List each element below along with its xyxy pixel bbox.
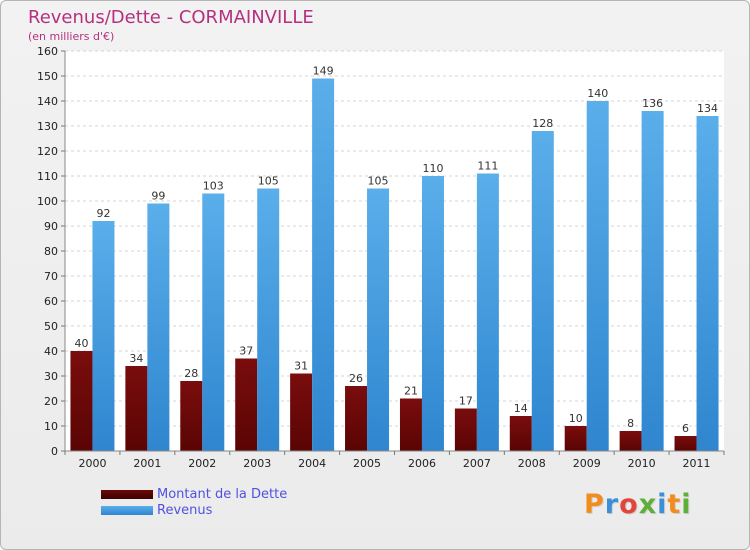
y-tick-label: 140 bbox=[37, 95, 58, 108]
data-label-revenue: 128 bbox=[532, 117, 553, 130]
x-tick-label: 2009 bbox=[573, 457, 601, 470]
y-tick-label: 10 bbox=[44, 420, 58, 433]
y-tick-label: 0 bbox=[51, 445, 58, 458]
data-label-revenue: 140 bbox=[587, 87, 608, 100]
grid-lines bbox=[65, 50, 724, 452]
bar-revenue-2004 bbox=[312, 78, 335, 451]
x-tick-label: 2001 bbox=[133, 457, 161, 470]
bar-revenue-2000 bbox=[92, 221, 115, 451]
data-label-debt: 40 bbox=[74, 337, 88, 350]
legend-label-revenue: Revenus bbox=[157, 503, 213, 518]
bar-revenue-2007 bbox=[476, 173, 499, 451]
y-tick-label: 80 bbox=[44, 245, 58, 258]
bar-revenue-2005 bbox=[367, 188, 390, 451]
bar-debt-2005 bbox=[345, 386, 368, 451]
data-label-revenue: 110 bbox=[422, 162, 443, 175]
bar-debt-2000 bbox=[70, 351, 93, 451]
bar-revenue-2002 bbox=[202, 193, 225, 451]
y-tick-label: 20 bbox=[44, 395, 58, 408]
bar-debt-2007 bbox=[454, 408, 477, 451]
data-label-revenue: 134 bbox=[697, 102, 718, 115]
bar-revenue-2001 bbox=[147, 203, 170, 451]
bar-debt-2011 bbox=[674, 436, 697, 451]
data-label-revenue: 105 bbox=[258, 175, 279, 188]
data-label-revenue: 105 bbox=[368, 175, 389, 188]
logo-letter: r bbox=[604, 489, 620, 520]
y-tick-label: 130 bbox=[37, 120, 58, 133]
chart-subtitle: (en milliers d'€) bbox=[28, 30, 115, 43]
data-label-debt: 10 bbox=[569, 412, 583, 425]
bar-revenue-2006 bbox=[421, 176, 444, 451]
y-tick-label: 40 bbox=[44, 345, 58, 358]
bar-debt-2009 bbox=[564, 426, 587, 451]
data-label-debt: 6 bbox=[682, 422, 689, 435]
bar-revenue-2008 bbox=[531, 131, 554, 451]
logo-letter: t bbox=[667, 489, 682, 520]
data-label-debt: 26 bbox=[349, 372, 363, 385]
data-label-debt: 37 bbox=[239, 345, 253, 358]
logo-letter: P bbox=[584, 489, 605, 520]
x-tick-label: 2005 bbox=[353, 457, 381, 470]
data-label-revenue: 111 bbox=[477, 160, 498, 173]
x-tick-label: 2000 bbox=[78, 457, 106, 470]
x-tick-label: 2002 bbox=[188, 457, 216, 470]
data-label-revenue: 99 bbox=[151, 190, 165, 203]
data-label-debt: 17 bbox=[459, 395, 473, 408]
legend-swatch-revenue bbox=[101, 506, 153, 515]
bar-debt-2010 bbox=[619, 431, 642, 451]
data-label-revenue: 103 bbox=[203, 180, 224, 193]
legend-label-debt: Montant de la Dette bbox=[157, 487, 288, 502]
y-tick-label: 60 bbox=[44, 295, 58, 308]
x-tick-label: 2008 bbox=[518, 457, 546, 470]
logo-letter: i bbox=[681, 489, 692, 520]
data-label-revenue: 149 bbox=[313, 65, 334, 78]
bar-debt-2002 bbox=[180, 381, 203, 451]
data-label-revenue: 92 bbox=[96, 207, 110, 220]
bar-debt-2001 bbox=[125, 366, 148, 451]
bar-revenue-2009 bbox=[586, 101, 609, 451]
bar-revenue-2003 bbox=[257, 188, 280, 451]
bar-debt-2003 bbox=[235, 358, 258, 451]
x-tick-label: 2007 bbox=[463, 457, 491, 470]
chart-title: Revenus/Dette - CORMAINVILLE bbox=[28, 7, 314, 28]
data-label-debt: 14 bbox=[514, 402, 528, 415]
bar-debt-2004 bbox=[290, 373, 313, 451]
logo-letter: x bbox=[638, 489, 658, 520]
y-tick-label: 160 bbox=[37, 45, 58, 58]
bar-debt-2006 bbox=[399, 398, 422, 451]
data-label-debt: 28 bbox=[184, 367, 198, 380]
y-tick-label: 100 bbox=[37, 195, 58, 208]
y-axis: 0 10 20 30 40 50 60 70 80 90 100 110 120 130 140 150 160 bbox=[37, 45, 66, 458]
bar-revenue-2010 bbox=[641, 111, 664, 451]
legend-swatch-debt bbox=[101, 490, 153, 499]
y-tick-label: 30 bbox=[44, 370, 58, 383]
data-label-revenue: 136 bbox=[642, 97, 663, 110]
y-tick-label: 120 bbox=[37, 145, 58, 158]
y-tick-label: 150 bbox=[37, 70, 58, 83]
x-tick-label: 2010 bbox=[628, 457, 656, 470]
bar-revenue-2011 bbox=[696, 116, 719, 451]
logo-letter: o bbox=[619, 489, 639, 520]
x-tick-label: 2004 bbox=[298, 457, 326, 470]
data-label-debt: 8 bbox=[627, 417, 634, 430]
x-tick-label: 2011 bbox=[683, 457, 711, 470]
data-label-debt: 31 bbox=[294, 360, 308, 373]
y-tick-label: 50 bbox=[44, 320, 58, 333]
y-tick-label: 90 bbox=[44, 220, 58, 233]
bar-debt-2008 bbox=[509, 416, 532, 451]
logo-letter: i bbox=[657, 489, 668, 520]
x-axis: 2000 2001 2002 2003 2004 2005 2006 2007 2008 2009… bbox=[64, 450, 725, 470]
x-tick-label: 2003 bbox=[243, 457, 271, 470]
bars: 40 92 34 99 28 103 37 105 31 149 26 105 21 110 17 111 14… bbox=[70, 65, 719, 451]
data-label-debt: 34 bbox=[129, 352, 143, 365]
y-tick-label: 70 bbox=[44, 270, 58, 283]
x-tick-label: 2006 bbox=[408, 457, 436, 470]
data-label-debt: 21 bbox=[404, 385, 418, 398]
proxiti-logo: Proxiti bbox=[584, 489, 692, 520]
y-tick-label: 110 bbox=[37, 170, 58, 183]
